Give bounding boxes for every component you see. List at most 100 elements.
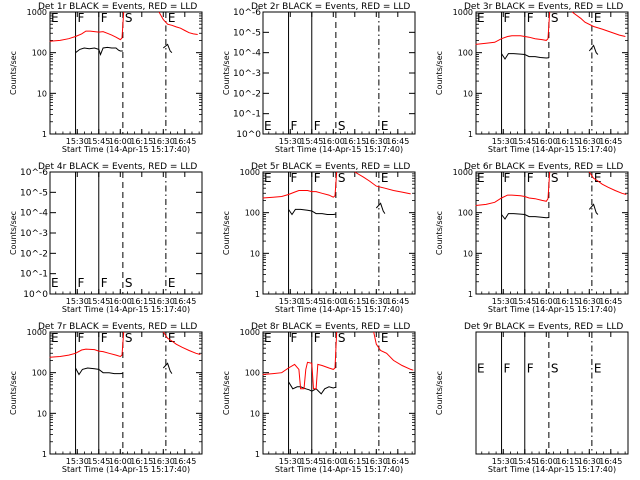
marker-label-e: E bbox=[381, 171, 389, 185]
x-tick-label: 15:30 bbox=[492, 297, 515, 306]
marker-label-e: E bbox=[51, 331, 59, 345]
marker-label-f: F bbox=[527, 362, 534, 376]
y-tick-label: 10^0 bbox=[236, 130, 261, 140]
x-axis-label: Start Time (14-Apr-15 15:17:40) bbox=[488, 465, 616, 474]
plot-frame bbox=[262, 11, 416, 135]
series-lld-line bbox=[49, 11, 125, 42]
x-tick-label: 16:15 bbox=[556, 297, 579, 306]
x-tick-label: 15:30 bbox=[66, 457, 89, 466]
y-tick-label: 10^-6 bbox=[20, 168, 48, 178]
marker-label-e: E bbox=[168, 11, 176, 25]
series-lld-line bbox=[262, 171, 338, 199]
marker-label-e: E bbox=[51, 11, 59, 25]
x-tick-label: 16:15 bbox=[343, 297, 366, 306]
plot-frame bbox=[262, 171, 416, 295]
y-tick-label: 1000 bbox=[240, 168, 260, 177]
x-tick-label: 16:00 bbox=[535, 297, 558, 306]
y-tick-label: 1000 bbox=[27, 8, 47, 17]
y-axis-label: Counts/sec bbox=[435, 211, 444, 255]
chart-title: Det 8r BLACK = Events, RED = LLD bbox=[251, 322, 410, 332]
chart-title: Det 1r BLACK = Events, RED = LLD bbox=[38, 2, 197, 12]
y-axis-label: Counts/sec bbox=[9, 211, 18, 255]
series-lld-line bbox=[475, 11, 551, 45]
marker-label-f: F bbox=[291, 331, 298, 345]
y-tick-label: 10^-5 bbox=[233, 28, 261, 38]
y-tick-label: 10^0 bbox=[23, 290, 48, 300]
marker-label-e: E bbox=[168, 276, 176, 290]
plot-frame bbox=[475, 171, 629, 295]
marker-label-f: F bbox=[78, 331, 85, 345]
chart-title: Det 5r BLACK = Events, RED = LLD bbox=[251, 162, 410, 172]
x-tick-label: 15:45 bbox=[300, 137, 323, 146]
series-events-line bbox=[288, 208, 336, 216]
plot-frame bbox=[262, 331, 416, 455]
marker-label-e: E bbox=[594, 362, 602, 376]
marker-label-e: E bbox=[264, 331, 272, 345]
y-tick-label: 1000 bbox=[453, 8, 473, 17]
x-tick-label: 16:45 bbox=[173, 137, 196, 146]
x-tick-label: 16:00 bbox=[322, 297, 345, 306]
x-axis-label: Start Time (14-Apr-15 15:17:40) bbox=[275, 305, 403, 314]
panel-9: Det 9r BLACK = Events, RED = LLD 15:3015:… bbox=[435, 322, 629, 474]
marker-label-f: F bbox=[504, 171, 511, 185]
panel-6: Det 6r BLACK = Events, RED = LLD 15:3015:… bbox=[435, 162, 629, 314]
x-tick-label: 16:30 bbox=[152, 457, 175, 466]
x-tick-label: 16:30 bbox=[578, 137, 601, 146]
series-events-2-line bbox=[375, 202, 386, 214]
x-tick-label: 16:45 bbox=[386, 297, 409, 306]
marker-label-f: F bbox=[504, 11, 511, 25]
marker-label-e: E bbox=[264, 171, 272, 185]
y-axis-label: Counts/sec bbox=[435, 51, 444, 95]
x-axis-label: Start Time (14-Apr-15 15:17:40) bbox=[62, 465, 190, 474]
chart-title: Det 9r BLACK = Events, RED = LLD bbox=[464, 322, 623, 332]
marker-label-s: S bbox=[125, 11, 133, 25]
y-tick-label: 100 bbox=[458, 209, 473, 218]
x-axis-label: Start Time (14-Apr-15 15:17:40) bbox=[275, 145, 403, 154]
marker-label-e: E bbox=[51, 276, 59, 290]
panel-8: Det 8r BLACK = Events, RED = LLD 15:3015:… bbox=[222, 322, 416, 474]
marker-label-f: F bbox=[101, 276, 108, 290]
y-tick-label: 1 bbox=[468, 290, 473, 299]
x-tick-label: 15:30 bbox=[66, 137, 89, 146]
chart-title: Det 2r BLACK = Events, RED = LLD bbox=[251, 2, 410, 12]
y-axis-label: Counts/sec bbox=[222, 211, 231, 255]
x-tick-label: 16:15 bbox=[130, 457, 153, 466]
x-tick-label: 15:45 bbox=[513, 457, 536, 466]
y-tick-label: 10 bbox=[463, 249, 473, 258]
series-lld-2-line bbox=[571, 11, 626, 37]
series-events-2-line bbox=[162, 43, 173, 54]
marker-label-e: E bbox=[594, 11, 602, 25]
x-tick-label: 15:45 bbox=[513, 297, 536, 306]
y-tick-label: 1 bbox=[42, 130, 47, 139]
x-tick-label: 16:45 bbox=[599, 457, 622, 466]
y-tick-label: 1000 bbox=[27, 328, 47, 337]
y-axis-label: Counts/sec bbox=[9, 371, 18, 415]
series-lld-2-line bbox=[588, 171, 627, 195]
marker-label-f: F bbox=[101, 331, 108, 345]
marker-label-e: E bbox=[477, 11, 485, 25]
x-tick-label: 16:45 bbox=[386, 137, 409, 146]
series-events-2-line bbox=[588, 203, 599, 215]
chart-title: Det 6r BLACK = Events, RED = LLD bbox=[464, 162, 623, 172]
marker-label-f: F bbox=[527, 171, 534, 185]
x-tick-label: 16:15 bbox=[343, 457, 366, 466]
x-axis-label: Start Time (14-Apr-15 15:17:40) bbox=[62, 305, 190, 314]
x-axis-label: Start Time (14-Apr-15 15:17:40) bbox=[488, 305, 616, 314]
y-tick-label: 1 bbox=[255, 290, 260, 299]
series-events-2-line bbox=[588, 44, 599, 55]
y-axis-label: Counts/sec bbox=[9, 51, 18, 95]
y-tick-label: 1000 bbox=[453, 168, 473, 177]
y-tick-label: 100 bbox=[245, 209, 260, 218]
marker-label-f: F bbox=[314, 171, 321, 185]
panel-7: Det 7r BLACK = Events, RED = LLD 15:3015:… bbox=[9, 322, 203, 474]
x-tick-label: 16:30 bbox=[365, 137, 388, 146]
marker-label-e: E bbox=[594, 171, 602, 185]
marker-label-e: E bbox=[381, 119, 389, 133]
x-tick-label: 16:00 bbox=[535, 137, 558, 146]
x-tick-label: 16:15 bbox=[130, 137, 153, 146]
series-events-line bbox=[75, 367, 123, 376]
series-events-2-line bbox=[162, 362, 173, 374]
x-tick-label: 16:00 bbox=[322, 137, 345, 146]
x-tick-label: 16:30 bbox=[152, 137, 175, 146]
